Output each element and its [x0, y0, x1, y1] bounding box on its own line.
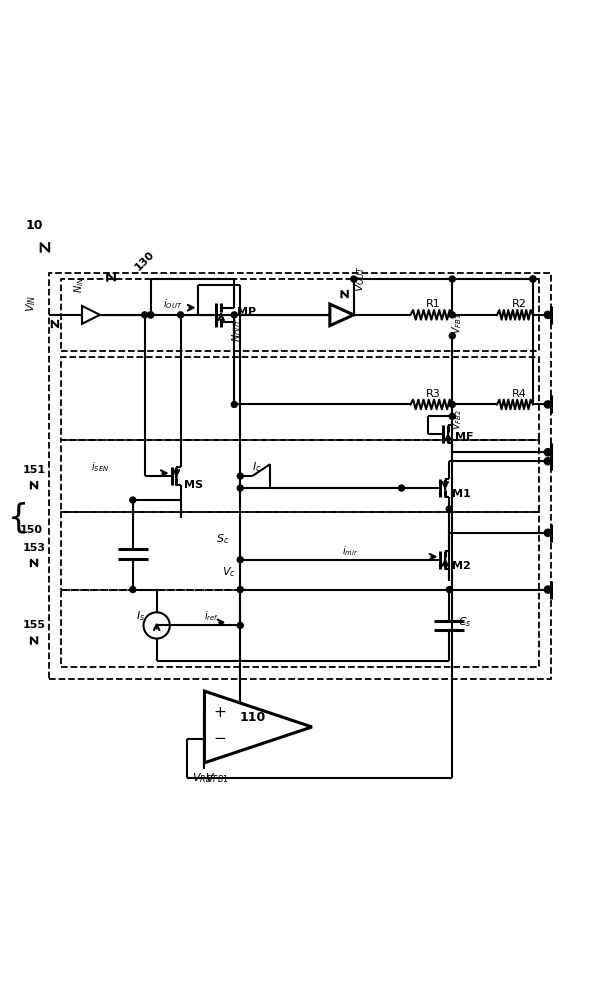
Circle shape	[237, 557, 243, 563]
Circle shape	[530, 276, 536, 282]
Bar	[61, 440, 539, 512]
Circle shape	[232, 312, 237, 318]
Text: $N_{OUT}$: $N_{OUT}$	[230, 318, 244, 342]
Circle shape	[544, 529, 551, 536]
Circle shape	[237, 622, 243, 628]
Text: MS: MS	[184, 480, 203, 490]
Text: M1: M1	[452, 489, 471, 499]
Circle shape	[544, 586, 551, 593]
Circle shape	[544, 311, 551, 318]
Text: $V_{OUT}$: $V_{OUT}$	[353, 266, 367, 292]
Text: $V_{FB1}$: $V_{FB1}$	[205, 771, 228, 785]
Text: $I_s$: $I_s$	[136, 610, 145, 623]
Text: 10: 10	[25, 219, 43, 232]
Circle shape	[148, 312, 154, 318]
Text: $i_{SEN}$: $i_{SEN}$	[91, 460, 109, 474]
Circle shape	[237, 473, 243, 479]
Polygon shape	[205, 691, 312, 763]
Text: $i_{OUT}$: $i_{OUT}$	[163, 297, 182, 311]
Circle shape	[237, 485, 243, 491]
Circle shape	[398, 485, 404, 491]
Text: $S_c$: $S_c$	[217, 532, 230, 546]
Text: $C_s$: $C_s$	[458, 616, 472, 629]
Polygon shape	[330, 304, 354, 326]
Circle shape	[142, 312, 148, 318]
Text: 151: 151	[22, 465, 46, 475]
Bar	[49, 273, 551, 679]
Text: $N_{IN}$: $N_{IN}$	[72, 277, 86, 293]
Text: $I_c$: $I_c$	[252, 460, 262, 474]
Circle shape	[351, 276, 357, 282]
Text: R4: R4	[512, 389, 527, 399]
Text: $V_{IN}$: $V_{IN}$	[25, 294, 38, 312]
Circle shape	[544, 401, 551, 408]
Text: $V_{FB2}$: $V_{FB2}$	[450, 409, 464, 430]
Text: M2: M2	[452, 561, 471, 571]
Text: $V_c$: $V_c$	[223, 565, 236, 579]
Circle shape	[449, 413, 455, 419]
Circle shape	[449, 401, 455, 407]
Text: 150: 150	[19, 525, 43, 535]
Text: $i_{ref}$: $i_{ref}$	[205, 610, 220, 623]
Circle shape	[446, 587, 452, 593]
Circle shape	[449, 276, 455, 282]
Circle shape	[130, 587, 136, 593]
Text: R2: R2	[512, 299, 527, 309]
Circle shape	[446, 506, 452, 512]
Circle shape	[544, 458, 551, 465]
Circle shape	[148, 312, 154, 318]
Text: R1: R1	[425, 299, 440, 309]
Circle shape	[449, 333, 455, 339]
Text: $i_{mir}$: $i_{mir}$	[342, 544, 358, 558]
Bar	[61, 279, 539, 351]
Circle shape	[530, 276, 536, 282]
Text: $V_{FB1}$: $V_{FB1}$	[450, 313, 464, 334]
Circle shape	[178, 312, 184, 318]
Text: −: −	[213, 731, 226, 746]
Text: MP: MP	[237, 307, 256, 317]
Text: 155: 155	[22, 620, 45, 630]
Circle shape	[130, 497, 136, 503]
Bar	[61, 512, 539, 590]
Polygon shape	[82, 306, 100, 324]
Bar	[61, 590, 539, 667]
Circle shape	[232, 401, 237, 407]
Circle shape	[237, 587, 243, 593]
Text: R3: R3	[425, 389, 440, 399]
Text: 130: 130	[133, 249, 156, 273]
Text: 110: 110	[239, 711, 265, 724]
Text: {: {	[7, 501, 29, 534]
Circle shape	[544, 449, 551, 456]
Circle shape	[449, 312, 455, 318]
Text: MF: MF	[455, 432, 474, 442]
Bar	[61, 357, 539, 440]
Text: 153: 153	[22, 543, 45, 553]
Text: +: +	[213, 705, 226, 720]
Text: $V_{REF}$: $V_{REF}$	[192, 771, 217, 785]
